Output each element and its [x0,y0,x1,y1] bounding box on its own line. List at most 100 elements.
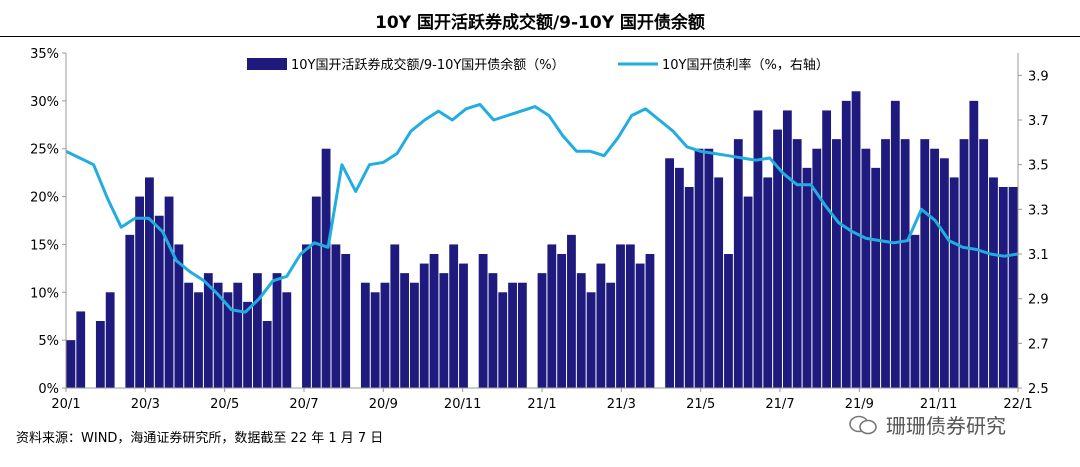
watermark-text: 珊珊债券研究 [886,414,1006,438]
bar [419,263,429,388]
bar [674,167,684,388]
bar [576,273,586,388]
bar [812,148,822,388]
x-tick-label: 22/1 [1003,397,1032,412]
left-tick-label: 30% [30,95,59,110]
bar [154,215,164,388]
bar [105,292,115,388]
bar [360,282,370,388]
bar [596,263,606,388]
bar [684,187,694,388]
bar [733,139,743,388]
right-tick-label: 3.1 [1028,248,1049,263]
watermark: 珊珊债券研究 [848,410,1006,439]
bar [272,273,282,388]
x-tick-label: 20/5 [210,397,239,412]
bar [861,148,871,388]
legend-bar-label: 10Y国开活跃券成交额/9-10Y国开债余额（%） [291,57,565,73]
x-tick-label: 20/11 [444,397,481,412]
bar [645,254,655,388]
bar [832,139,841,388]
bar [625,244,635,388]
legend-bar-swatch [247,58,287,70]
bar [792,139,802,388]
bar [439,273,449,388]
bar [233,282,243,388]
bar [557,254,567,388]
x-tick-label: 20/7 [289,397,318,412]
chart-title: 10Y 国开活跃券成交额/9-10Y 国开债余额 [375,13,705,33]
bar [881,139,890,388]
bar [321,148,331,388]
x-tick-label: 21/1 [527,397,556,412]
bar [871,167,881,388]
bar [537,273,547,388]
bar [743,196,753,388]
bar [282,292,292,388]
bar [969,100,979,388]
bar [782,110,792,388]
bar [949,177,959,388]
bar [508,282,517,388]
bar [400,273,410,388]
rate-line [65,102,1019,314]
right-tick-label: 2.5 [1028,382,1049,397]
bar [890,100,900,388]
x-tick-label: 21/11 [920,397,957,412]
bar [547,244,557,388]
bar [194,292,203,388]
bar [184,282,194,388]
bar [203,273,213,388]
bar [252,273,262,388]
x-tick-label: 21/7 [765,397,794,412]
bar [694,148,704,388]
bar [851,91,861,389]
x-tick-label: 21/3 [607,397,636,412]
right-tick-label: 3.9 [1028,69,1049,84]
right-tick-label: 2.9 [1028,293,1049,308]
left-tick-label: 15% [30,238,59,253]
x-tick-label: 20/3 [131,397,160,412]
bar [989,177,998,388]
bar [498,292,508,388]
bar [459,263,468,388]
bar [635,263,645,388]
right-tick-label: 3.3 [1028,203,1049,218]
x-tick-label: 20/9 [369,397,398,412]
bar [370,292,380,388]
bar [76,311,86,388]
chart-title-bar: 10Y 国开活跃券成交额/9-10Y 国开债余额 [0,0,1080,37]
bar [959,139,969,388]
left-tick-label: 10% [30,286,59,301]
bar [979,139,989,388]
bar [606,282,616,388]
bar [174,244,184,388]
bar [930,148,939,388]
right-tick-label: 2.7 [1028,337,1049,352]
bar [302,244,311,388]
left-tick-label: 20% [30,191,59,206]
bar [311,196,321,388]
bar [920,139,930,388]
bar [517,282,527,388]
bar [910,234,920,388]
bar [567,234,576,388]
bar [380,282,390,388]
bar [262,321,272,388]
bar [1008,187,1018,388]
left-tick-label: 5% [38,334,59,349]
bar [939,158,949,388]
bar [145,177,154,388]
x-tick-label: 21/9 [845,397,874,412]
bar [714,177,724,388]
bar [802,167,812,388]
legend-line-label: 10Y国开债利率（%，右轴） [662,57,829,73]
x-tick-label: 20/1 [51,397,80,412]
bar [164,196,174,388]
bar [95,321,105,388]
bar [213,282,223,388]
left-tick-label: 0% [38,382,59,397]
x-tick-label: 21/5 [686,397,715,412]
bar [998,187,1008,388]
